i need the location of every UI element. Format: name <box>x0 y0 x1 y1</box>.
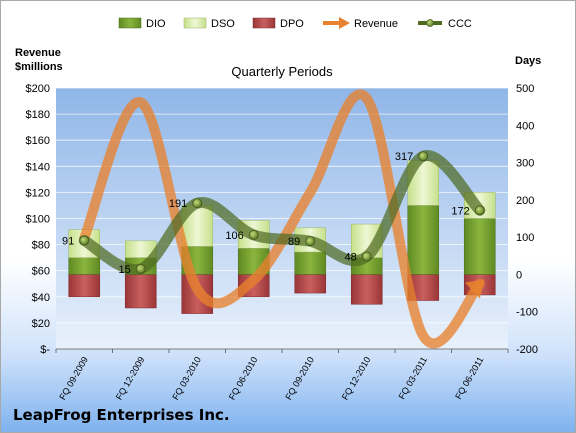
right-tick-label: -100 <box>516 307 538 319</box>
left-tick-label: $200 <box>26 83 50 95</box>
left-tick-label: $140 <box>26 161 50 173</box>
legend: DIO DSO DPO Revenue CCC <box>118 17 472 30</box>
left-tick-label: $60 <box>32 266 50 278</box>
legend-label-ccc: CCC <box>448 18 472 30</box>
category-label: FQ 12-2010 <box>340 355 373 402</box>
dpo-bar <box>350 274 383 305</box>
legend-swatch-dpo <box>252 17 276 29</box>
category-label: FQ 12-2009 <box>114 355 147 402</box>
right-tick-label: 500 <box>516 83 534 95</box>
ccc-data-label: 172 <box>451 205 469 217</box>
right-tick-label: 200 <box>516 195 534 207</box>
category-label: FQ 09-2010 <box>283 355 316 402</box>
legend-swatch-revenue <box>323 17 350 29</box>
right-tick-label: 400 <box>516 120 534 132</box>
legend-label-dso: DSO <box>211 18 235 30</box>
left-tick-label: $40 <box>32 292 50 304</box>
left-axis-title-line2: $millions <box>15 61 63 73</box>
ccc-marker <box>79 235 90 246</box>
right-axis-title: Days <box>515 55 541 67</box>
dio-bar <box>463 218 496 275</box>
category-label: FQ 03-2010 <box>170 355 203 402</box>
ccc-marker <box>192 198 203 209</box>
ccc-marker <box>474 205 485 216</box>
category-label: FQ 06-2011 <box>453 355 485 401</box>
legend-swatch-ccc <box>418 19 442 27</box>
category-labels: FQ 09-2009 FQ 12-2009 FQ 03-2010 FQ 06-2010… <box>57 355 485 402</box>
left-axis-ticks: $- $20 $40 $60 $80 $100 $120 $140 $160 $180 $200 <box>26 83 51 356</box>
dio-bar <box>407 205 440 275</box>
ccc-marker <box>305 236 316 247</box>
company-name: LeapFrog Enterprises Inc. <box>13 406 230 424</box>
left-tick-label: $- <box>40 344 50 356</box>
right-tick-label: -200 <box>516 344 538 356</box>
ccc-data-label: 15 <box>119 264 131 276</box>
left-tick-label: $180 <box>26 109 50 121</box>
left-tick-label: $120 <box>26 187 50 199</box>
left-tick-label: $20 <box>32 318 50 330</box>
dpo-bar <box>124 274 157 309</box>
dio-bar <box>68 257 101 275</box>
ccc-data-label: 191 <box>169 198 187 210</box>
ccc-data-label: 89 <box>288 236 300 248</box>
category-label: FQ 03-2011 <box>397 355 429 401</box>
ccc-marker <box>135 263 146 274</box>
revenue-line <box>79 89 485 349</box>
ccc-marker <box>418 151 429 162</box>
data-labels-layer: 91 15 191 106 89 48 317 172 <box>62 151 470 276</box>
ccc-marker <box>248 230 259 240</box>
lines-layer <box>78 89 486 349</box>
ccc-data-label: 91 <box>62 235 74 247</box>
left-tick-label: $160 <box>26 135 50 147</box>
legend-label-revenue: Revenue <box>354 18 398 30</box>
ccc-marker <box>361 251 372 262</box>
dio-bar <box>294 251 327 275</box>
legend-swatch-dso <box>183 17 207 29</box>
legend-label-dio: DIO <box>146 18 166 30</box>
left-axis-title-line1: Revenue <box>15 47 61 59</box>
right-tick-label: 300 <box>516 158 534 170</box>
legend-label-dpo: DPO <box>280 18 304 30</box>
legend-swatch-dio <box>118 17 142 29</box>
category-label: FQ 09-2009 <box>57 355 90 402</box>
dpo-bar <box>294 274 327 294</box>
ccc-data-label: 48 <box>345 252 357 264</box>
left-tick-label: $100 <box>26 214 50 226</box>
ccc-data-label: 106 <box>225 230 243 242</box>
right-axis-ticks: -200 -100 0 100 200 300 400 500 <box>516 83 538 356</box>
left-tick-label: $80 <box>32 240 50 252</box>
ccc-data-label: 317 <box>395 151 413 163</box>
right-tick-label: 100 <box>516 232 534 244</box>
dpo-bar <box>68 274 101 298</box>
revenue-arrowhead <box>464 279 485 299</box>
right-tick-label: 0 <box>516 269 522 281</box>
chart-title: Quarterly Periods <box>231 64 333 79</box>
category-label: FQ 06-2010 <box>227 355 260 402</box>
